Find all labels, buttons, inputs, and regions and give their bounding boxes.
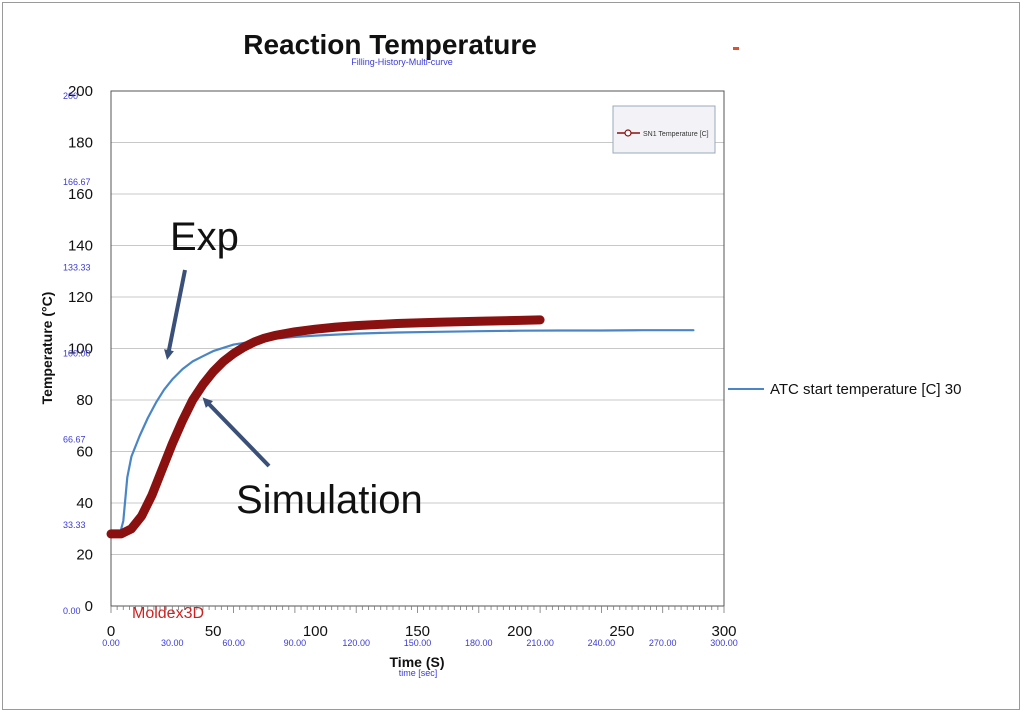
gridlines [111, 90, 724, 607]
legend-outside: ATC start temperature [C] 30 [728, 381, 961, 398]
y-secondary-tick-label: 133.33 [63, 263, 91, 273]
x-tick-label: 200 [507, 623, 532, 640]
y-tick-label: 60 [76, 444, 93, 461]
x-minor-ticks [110, 606, 725, 613]
x-secondary-tick-label: 30.00 [161, 638, 184, 648]
x-secondary-tick-label: 210.00 [526, 638, 554, 648]
x-tick-label: 100 [303, 623, 328, 640]
y-secondary-tick-label: 100.00 [63, 349, 91, 359]
y-tick-label: 160 [68, 186, 93, 203]
x-tick-label: 50 [205, 623, 222, 640]
y-secondary-tick-label: 166.67 [63, 177, 91, 187]
y-tick-label: 40 [76, 495, 93, 512]
legend-marker-sn1 [624, 129, 632, 137]
x-tick-label: 150 [405, 623, 430, 640]
corner-marker [733, 47, 739, 50]
series-lines [106, 315, 695, 539]
x-secondary-tick-label: 270.00 [649, 638, 677, 648]
x-secondary-tick-label: 300.00 [710, 638, 738, 648]
x-secondary-tick-label: 60.00 [222, 638, 245, 648]
y-tick-labels: 0 20 40 60 80 100 120 140 160 180 200 [68, 83, 93, 615]
y-tick-label: 140 [68, 238, 93, 255]
legend-box[interactable]: SN1 Temperature [C] [612, 105, 716, 154]
x-tick-label: 0 [107, 623, 115, 640]
y-tick-label: 20 [76, 547, 93, 564]
y-axis-label: Temperature (°C) [39, 292, 55, 405]
legend-box-frame [612, 105, 716, 154]
series-line-simulation [106, 315, 545, 539]
series-line-exp [109, 329, 695, 538]
moldex3d-logo: Moldex3D [132, 605, 204, 622]
x-secondary-tick-label: 150.00 [404, 638, 432, 648]
x-tick-label: 300 [711, 623, 736, 640]
x-axis-label: Time (S) [390, 654, 445, 670]
y-secondary-tick-label: 0.00 [63, 606, 81, 616]
x-secondary-tick-labels: 0.00 30.00 60.00 90.00 120.00 150.00 180.00 210… [102, 638, 738, 648]
legend-label-sn1: SN1 Temperature [C] [643, 131, 709, 138]
y-secondary-tick-label: 66.67 [63, 434, 86, 444]
legend-label-atc: ATC start temperature [C] 30 [770, 381, 961, 398]
annotation-simulation: Simulation [236, 478, 423, 522]
arrow-simulation [202, 397, 271, 468]
arrow-exp [164, 269, 187, 360]
x-secondary-tick-label: 90.00 [284, 638, 307, 648]
x-secondary-tick-label: 240.00 [588, 638, 616, 648]
y-tick-label: 120 [68, 289, 93, 306]
x-tick-label: 250 [609, 623, 634, 640]
x-tick-labels: 0 50 100 150 200 250 300 [107, 623, 737, 640]
y-secondary-tick-label: 200 [63, 91, 78, 101]
y-tick-label: 0 [85, 598, 93, 615]
chart-subtitle: Filling-History-Multi-curve [351, 57, 453, 67]
y-secondary-tick-label: 33.33 [63, 520, 86, 530]
x-secondary-tick-label: 0.00 [102, 638, 120, 648]
y-tick-label: 80 [76, 392, 93, 409]
x-secondary-tick-label: 120.00 [342, 638, 370, 648]
y-tick-label: 180 [68, 135, 93, 152]
y-tick-label: 200 [68, 83, 93, 100]
x-secondary-tick-label: 180.00 [465, 638, 493, 648]
chart-title: Reaction Temperature [243, 29, 537, 60]
y-tick-label: 100 [68, 341, 93, 358]
annotation-exp: Exp [170, 215, 239, 259]
x-axis-secondary-label: time [sec] [399, 668, 438, 678]
